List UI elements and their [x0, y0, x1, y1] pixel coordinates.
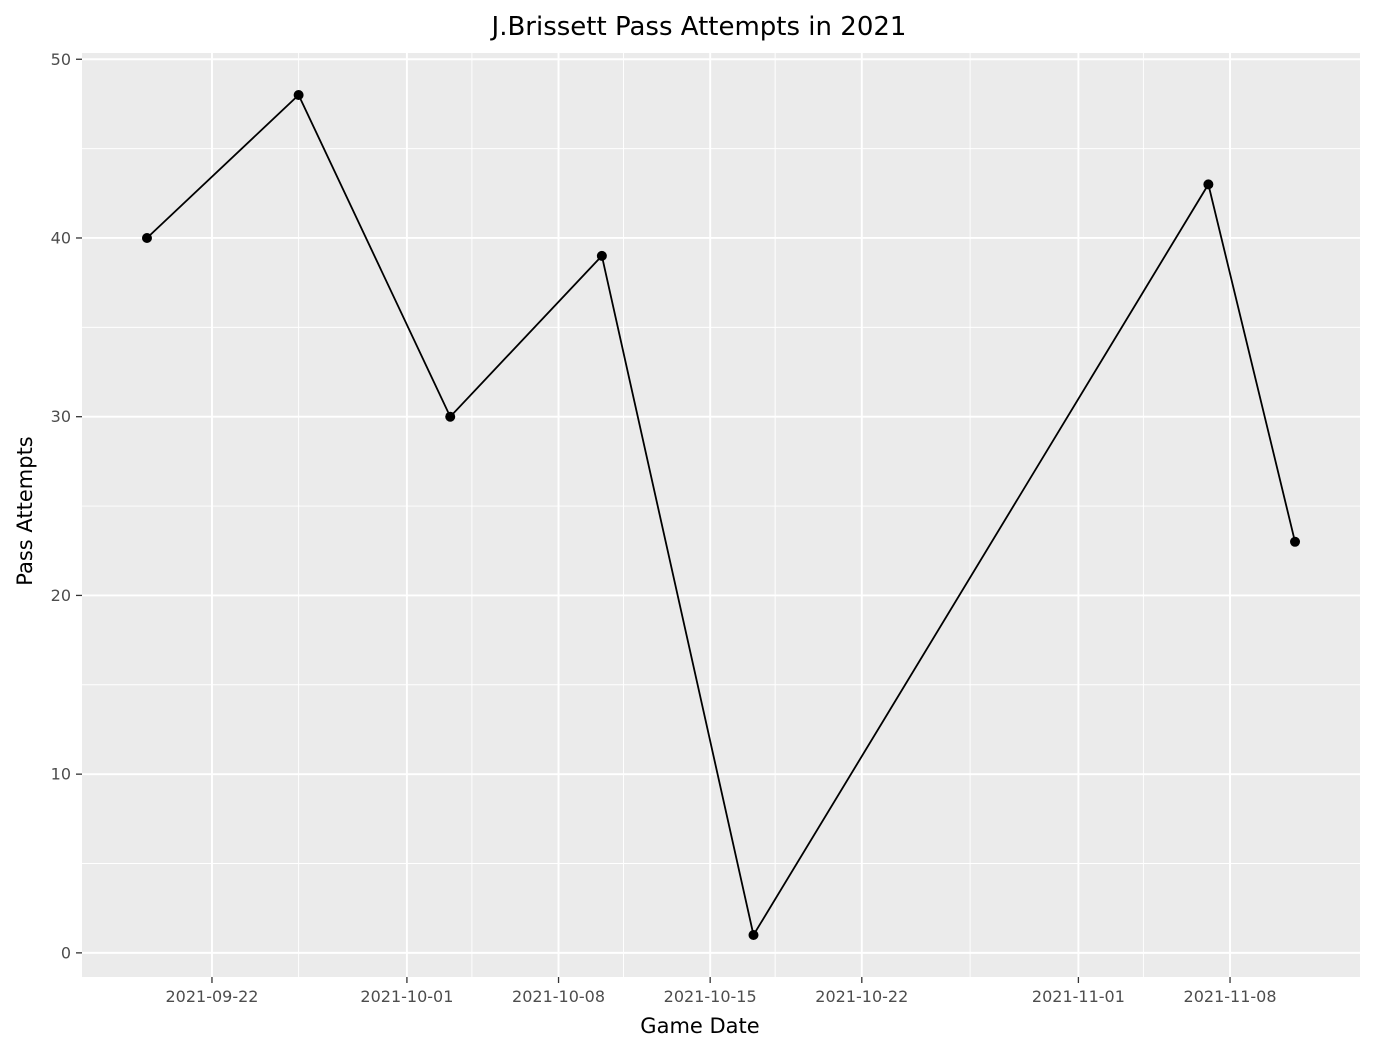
- data-point: [293, 90, 304, 100]
- chart-title: J.Brissett Pass Attempts in 2021: [490, 12, 907, 42]
- y-tick-label: 50: [51, 50, 71, 69]
- y-tick-label: 20: [51, 586, 71, 605]
- plot-panel: [82, 53, 1360, 977]
- x-tick-label: 2021-10-15: [664, 987, 757, 1006]
- data-point: [445, 411, 456, 422]
- data-point: [748, 930, 759, 940]
- y-tick-label: 0: [61, 943, 71, 962]
- x-tick-label: 2021-10-22: [815, 987, 908, 1006]
- y-axis: 0 10 20 30 40 50: [51, 50, 82, 962]
- y-tick-label: 40: [51, 228, 71, 247]
- data-point: [1290, 536, 1301, 547]
- minor-gridlines: [82, 53, 1360, 977]
- x-tick-label: 2021-11-01: [1032, 987, 1125, 1006]
- x-tick-label: 2021-09-22: [165, 987, 258, 1006]
- x-axis: 2021-09-22 2021-10-01 2021-10-08 2021-10-15…: [165, 977, 1277, 1006]
- x-tick-label: 2021-11-08: [1184, 987, 1277, 1006]
- data-series: [141, 90, 1301, 940]
- y-axis-title: Pass Attempts: [13, 436, 37, 586]
- data-point: [1203, 179, 1214, 190]
- x-tick-label: 2021-10-08: [512, 987, 605, 1006]
- y-tick-label: 10: [51, 765, 71, 784]
- x-axis-title: Game Date: [640, 1014, 759, 1038]
- y-tick-label: 30: [51, 407, 71, 426]
- major-gridlines: [82, 53, 1360, 977]
- data-point: [141, 232, 152, 243]
- data-point: [596, 250, 607, 261]
- x-tick-label: 2021-10-01: [360, 987, 453, 1006]
